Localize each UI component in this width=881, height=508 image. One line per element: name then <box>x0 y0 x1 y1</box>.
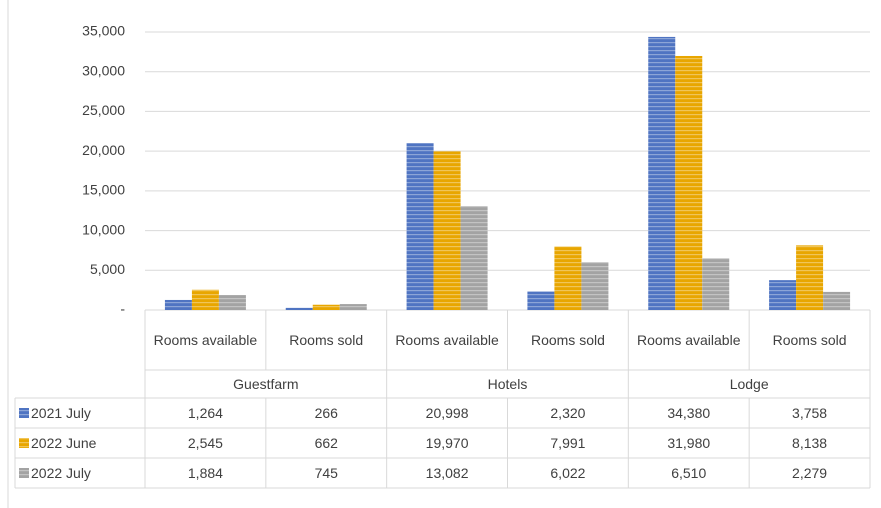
bar <box>218 295 246 310</box>
x-tick-label: Rooms sold <box>530 331 605 348</box>
y-tick-label: 5,000 <box>90 261 125 277</box>
table-value: 13,082 <box>425 464 469 481</box>
table-value: 19,970 <box>425 434 469 451</box>
bar <box>702 258 730 310</box>
bar <box>164 299 192 310</box>
table-value: 31,980 <box>667 434 711 451</box>
x-tick-label: Rooms available <box>153 331 258 348</box>
table-value: 6,510 <box>671 464 707 481</box>
x-tick-label: Rooms sold <box>772 331 847 348</box>
bar <box>581 262 609 310</box>
table-value: 2,279 <box>792 464 828 481</box>
y-tick-label: 20,000 <box>82 142 125 158</box>
bar <box>339 304 367 310</box>
table-value: 7,991 <box>550 434 586 451</box>
group-label: Hotels <box>487 375 528 392</box>
table-value: 34,380 <box>667 404 711 421</box>
y-tick-label: - <box>120 301 125 317</box>
bar <box>796 245 824 310</box>
legend-label: 2022 June <box>31 434 97 451</box>
bar <box>527 291 555 310</box>
table-value: 266 <box>314 404 338 421</box>
bar <box>285 307 313 310</box>
table-value: 20,998 <box>425 404 469 421</box>
table-value: 8,138 <box>792 434 828 451</box>
bar <box>769 280 797 310</box>
table-value: 2,545 <box>187 434 223 451</box>
x-tick-label: Rooms available <box>395 331 499 348</box>
legend-swatch <box>19 438 29 448</box>
legend-label: 2021 July <box>31 404 91 421</box>
bar <box>191 289 219 310</box>
table-value: 1,264 <box>187 404 223 421</box>
table-value: 662 <box>314 434 338 451</box>
table-value: 745 <box>314 464 338 481</box>
legend-swatch <box>19 468 29 478</box>
y-tick-label: 15,000 <box>82 182 125 198</box>
legend-label: 2022 July <box>31 464 91 481</box>
table-value: 6,022 <box>550 464 586 481</box>
group-label: Guestfarm <box>233 375 299 392</box>
table-value: 3,758 <box>792 404 828 421</box>
bar <box>675 55 703 310</box>
bar <box>648 36 676 311</box>
group-label: Lodge <box>729 375 769 392</box>
bar <box>554 246 582 310</box>
legend-swatch <box>19 408 29 418</box>
x-tick-label: Rooms sold <box>289 331 364 348</box>
bar <box>823 291 851 310</box>
y-tick-label: 30,000 <box>82 62 125 78</box>
x-tick-label: Rooms available <box>636 331 741 348</box>
bar <box>433 151 461 310</box>
table-value: 1,884 <box>187 464 223 481</box>
y-tick-label: 10,000 <box>82 221 125 237</box>
y-tick-label: 25,000 <box>82 102 125 118</box>
table-value: 2,320 <box>550 404 586 421</box>
bar <box>312 304 340 310</box>
y-tick-label: 35,000 <box>82 23 125 39</box>
bar <box>406 143 434 310</box>
bar <box>460 206 488 310</box>
